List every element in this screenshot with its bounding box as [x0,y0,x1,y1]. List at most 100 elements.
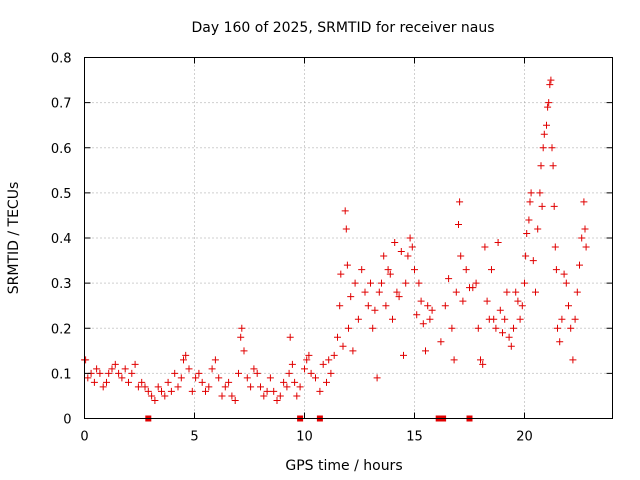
data-point [408,243,416,251]
data-point [546,81,554,89]
data-point [243,374,251,382]
data-point [452,288,460,296]
data-point [108,365,116,373]
data-point [141,383,149,391]
data-point [456,198,464,206]
data-point [115,369,123,377]
data-point [253,369,261,377]
data-point [198,378,206,386]
y-tick-labels: 0 0.1 0.2 0.3 0.4 0.5 0.6 0.7 0.8 [51,52,72,428]
data-point [573,288,581,296]
data-point [538,202,546,210]
data-point [347,293,355,301]
data-point [567,324,575,332]
axis-ticks [84,57,613,419]
data-point [283,383,291,391]
data-point [571,315,579,323]
data-point [225,378,233,386]
y-tick-label: 0.2 [51,322,72,337]
x-tick-labels: 0 5 10 15 20 [80,430,532,445]
y-tick-label: 0.1 [51,367,72,382]
data-point [231,396,239,404]
data-point [516,315,524,323]
data-point [182,351,190,359]
data-point [303,356,311,364]
data-point [375,288,383,296]
data-point [419,320,427,328]
data-point [240,347,248,355]
data-point [404,252,412,260]
data-point [512,288,520,296]
data-point [260,392,268,400]
data-point [488,266,495,274]
data-point [576,261,583,269]
data-point [545,99,553,107]
data-point [221,383,229,391]
data-point [286,333,294,341]
data-point [462,266,470,274]
data-point [569,356,577,364]
x-tick-label: 20 [516,430,533,445]
data-point [131,360,139,368]
data-point [402,279,410,287]
data-point [490,315,498,323]
data-point [118,374,126,382]
data-point [474,324,482,332]
data-point [339,342,347,350]
data-point [323,378,330,386]
data-point [307,369,315,377]
data-point [551,243,559,251]
data-point [316,387,324,395]
data-point [457,252,465,260]
data-point [393,288,401,296]
data-point [121,365,129,373]
data-point [496,306,504,314]
data-point [510,324,517,332]
data-point [386,270,394,278]
data-point [526,198,534,206]
data-point [192,374,200,382]
y-tick-label: 0.7 [51,97,72,112]
data-point [343,261,351,269]
data-point [349,347,357,355]
y-tick-label: 0 [63,413,71,428]
y-tick-label: 0.5 [51,187,72,202]
data-point [148,392,156,400]
data-point [428,306,436,314]
data-point [202,387,209,395]
data-point [125,378,132,386]
data-point [417,297,425,305]
data-point [208,365,216,373]
data-point [195,369,203,377]
data-point [330,351,338,359]
data-point [560,270,568,278]
data-point [263,387,271,395]
grid [84,57,613,419]
data-point [185,365,193,373]
data-point [164,378,172,386]
data-point [337,270,345,278]
x-axis-title: GPS time / hours [285,458,402,474]
data-point [415,279,423,287]
data-point [270,387,278,395]
data-point [161,392,169,400]
data-point [537,162,545,170]
data-point [391,239,399,247]
data-points [81,76,590,404]
data-point [237,333,245,341]
data-point [99,383,107,391]
data-point [395,293,403,301]
data-point [494,239,502,247]
data-point [334,333,341,341]
data-point [285,369,293,377]
data-point [174,383,182,391]
data-point [351,279,359,287]
data-point [472,279,480,287]
y-axis-title: SRMTID / TECUs [6,182,22,295]
data-point [373,374,381,382]
data-point [455,220,462,228]
data-point [384,266,392,274]
data-point [341,207,349,215]
data-point [358,266,366,274]
